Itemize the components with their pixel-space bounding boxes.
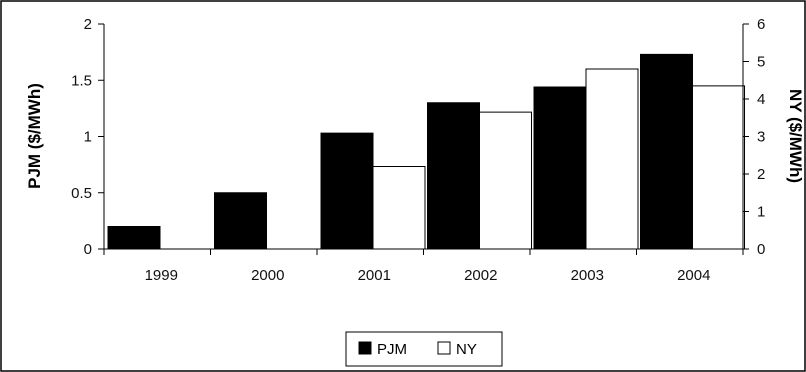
bar-pjm-2003 — [533, 86, 587, 250]
legend: PJM NY — [345, 331, 503, 367]
y2-tick-label: 6 — [757, 16, 765, 33]
x-axis-ticks: 1999 2000 2001 2002 2003 2004 — [103, 249, 744, 284]
y-axis-title: PJM ($/MWh) — [25, 83, 44, 189]
x-tick-label: 2003 — [571, 267, 604, 284]
y-tick-label: 2 — [84, 16, 92, 33]
y-tick-label: 1.5 — [71, 72, 92, 89]
bar-pjm-2001 — [320, 132, 374, 250]
x-tick-label: 2001 — [358, 267, 391, 284]
bar-ny-2001 — [372, 166, 426, 250]
bar-pjm-2002 — [427, 102, 480, 250]
legend-label-pjm: PJM — [377, 341, 407, 358]
y2-tick-label: 1 — [757, 204, 765, 221]
x-tick-label: 2000 — [251, 267, 284, 284]
left-axis-ticks: 0 0.5 1 1.5 2 — [71, 16, 104, 258]
legend-box — [345, 331, 503, 367]
x-tick-label: 2004 — [677, 267, 710, 284]
y-tick-label: 0.5 — [71, 185, 92, 202]
bar-ny-2003 — [585, 68, 639, 250]
bar-pjm-2000 — [214, 192, 267, 250]
y-tick-label: 0 — [84, 241, 92, 258]
bar-ny-2002 — [479, 111, 532, 250]
y2-tick-label: 5 — [757, 54, 765, 71]
legend-label-ny: NY — [456, 341, 477, 358]
x-tick-label: 2002 — [464, 267, 497, 284]
right-axis-ticks: 0 1 2 3 4 5 6 — [743, 16, 765, 258]
legend-swatch-pjm — [358, 341, 372, 355]
y-tick-label: 1 — [84, 129, 92, 146]
legend-swatch-ny — [437, 341, 451, 355]
bar-pjm-1999 — [107, 226, 161, 250]
bar-ny-2004 — [692, 85, 745, 250]
bars — [107, 53, 745, 250]
y2-tick-label: 0 — [757, 241, 765, 258]
y2-axis-title: NY ($/MWh) — [786, 89, 805, 183]
y2-tick-label: 3 — [757, 129, 765, 146]
bar-pjm-2004 — [640, 53, 693, 250]
x-tick-label: 1999 — [145, 267, 178, 284]
y2-tick-label: 4 — [757, 91, 765, 108]
y2-tick-label: 2 — [757, 166, 765, 183]
